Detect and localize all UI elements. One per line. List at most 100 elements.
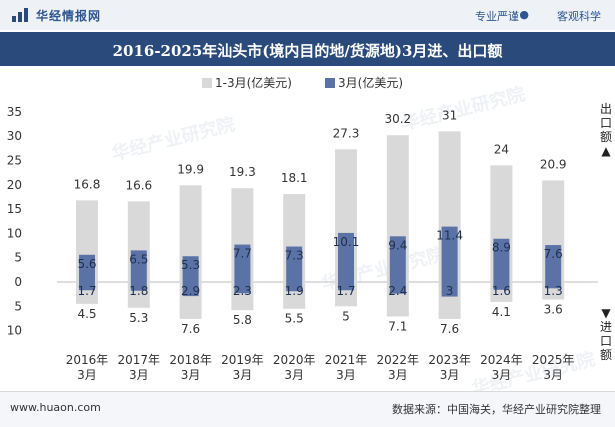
data-label-march-export: 6.5	[129, 252, 148, 266]
bar-march-import	[182, 282, 199, 297]
data-label-cumulative-export: 20.9	[540, 157, 567, 171]
data-label-cumulative-import: 7.6	[440, 322, 459, 336]
x-tick-label: 2021年 3月	[325, 353, 368, 382]
slogan-separator-dot: ●	[519, 8, 529, 21]
data-label-cumulative-export: 19.9	[177, 162, 204, 176]
import-side-label: ▼ 进口额	[599, 306, 613, 362]
data-label-cumulative-export: 30.2	[384, 112, 411, 126]
up-triangle-icon: ▲	[601, 144, 611, 158]
data-label-cumulative-export: 24	[494, 142, 509, 156]
data-label-march-import: 2.9	[181, 284, 200, 298]
footer-source: 数据来源：中国海关，华经产业研究院整理	[392, 403, 601, 416]
y-tick-label: 25	[7, 154, 22, 168]
x-tick-label: 2019年 3月	[221, 353, 264, 382]
footer-divider	[0, 391, 615, 392]
data-label-cumulative-import: 7.6	[181, 322, 200, 336]
legend-swatch-cumulative	[202, 77, 212, 88]
bar-march-import	[493, 282, 510, 290]
data-label-march-export: 5.6	[77, 257, 96, 271]
data-label-cumulative-export: 19.3	[229, 165, 256, 179]
bar-march-export	[338, 232, 354, 282]
x-tick-label: 2025年 3月	[532, 353, 575, 382]
import-side-text: 进口额	[599, 320, 612, 362]
data-label-cumulative-export: 18.1	[281, 171, 308, 185]
y-tick-label: 0	[14, 275, 22, 289]
data-label-cumulative-import: 4.5	[77, 307, 96, 321]
data-label-march-export: 7.6	[544, 247, 563, 261]
x-tick-label: 2016年 3月	[66, 353, 109, 382]
bar-march-export	[441, 226, 458, 282]
data-label-march-export: 10.1	[333, 235, 360, 249]
bar-march-import	[79, 282, 95, 291]
chart-legend: 1-3月(亿美元) 3月(亿美元)	[0, 74, 615, 92]
bar-march-export	[130, 250, 147, 282]
footer-website: www.huaon.com	[10, 401, 101, 414]
export-side-text: 出口额	[599, 102, 612, 144]
data-label-march-export: 9.4	[388, 238, 407, 252]
export-side-label: 出口额 ▲	[599, 102, 613, 158]
x-tick-label: 2024年 3月	[480, 353, 523, 382]
x-tick-label: 2018年 3月	[169, 353, 212, 382]
data-label-march-import: 1.3	[544, 284, 563, 298]
legend-item-march: 3月(亿美元)	[325, 74, 403, 91]
data-label-march-import: 1.6	[492, 284, 511, 298]
y-tick-label: 10	[7, 226, 22, 240]
bar-march-import	[545, 282, 562, 289]
data-label-march-import: 1.7	[336, 284, 355, 298]
data-label-cumulative-import: 5.8	[233, 313, 252, 327]
y-tick-label: 5	[14, 251, 22, 265]
x-tick-label: 2022年 3月	[377, 353, 420, 382]
data-label-cumulative-export: 16.6	[125, 178, 152, 192]
data-label-cumulative-export: 16.8	[74, 177, 101, 191]
bar-march-import	[130, 282, 147, 291]
bar-march-import	[441, 282, 458, 297]
y-tick-label: 35	[7, 105, 22, 119]
x-tick-label: 2017年 3月	[118, 353, 161, 382]
data-label-march-import: 1.9	[285, 284, 304, 298]
slogan-professional: 专业严谨	[475, 10, 519, 23]
y-tick-label: 20	[7, 178, 22, 192]
bar-march-export	[545, 245, 562, 282]
x-tick-label: 2023年 3月	[428, 353, 471, 382]
data-label-cumulative-import: 5	[342, 309, 350, 323]
bar-march-import	[286, 282, 303, 292]
data-label-march-export: 8.9	[492, 241, 511, 255]
title-bar: 2016-2025年汕头市(境内目的地/货源地)3月进、出口额	[0, 32, 615, 66]
data-label-march-import: 1.8	[129, 284, 148, 298]
data-label-cumulative-import: 3.6	[544, 302, 563, 316]
y-tick-label: 15	[7, 202, 22, 216]
data-label-cumulative-export: 31	[442, 108, 457, 122]
data-label-march-export: 5.3	[181, 258, 200, 272]
data-label-march-import: 2.4	[388, 284, 407, 298]
data-label-march-export: 7.3	[285, 249, 304, 263]
data-label-cumulative-import: 5.3	[129, 311, 148, 325]
chart-title: 2016-2025年汕头市(境内目的地/货源地)3月进、出口额	[112, 42, 503, 60]
bar-march-import	[389, 282, 406, 294]
data-label-cumulative-import: 7.1	[388, 320, 407, 334]
site-name: 华经情报网	[36, 9, 102, 23]
bar-march-import	[338, 282, 354, 291]
data-label-march-import: 1.7	[77, 284, 96, 298]
bar-march-export	[286, 246, 303, 282]
legend-label-cumulative: 1-3月(亿美元)	[215, 76, 292, 90]
data-label-march-import: 3	[446, 284, 454, 298]
legend-label-march: 3月(亿美元)	[338, 76, 403, 90]
y-tick-label: 5	[14, 299, 22, 313]
bar-march-export	[493, 238, 510, 282]
data-label-march-import: 2.3	[233, 284, 252, 298]
bar-march-export	[234, 244, 251, 282]
legend-swatch-march	[325, 77, 335, 88]
top-bar: 华经情报网 专业严谨 ● 客观科学	[0, 0, 615, 30]
bar-march-import	[234, 282, 251, 294]
data-label-march-export: 11.4	[436, 229, 463, 243]
down-triangle-icon: ▼	[601, 306, 611, 320]
bar-march-export	[182, 256, 199, 282]
footer	[0, 392, 615, 427]
slogan-objective: 客观科学	[557, 10, 601, 23]
legend-item-cumulative: 1-3月(亿美元)	[202, 74, 292, 91]
x-tick-label: 2020年 3月	[273, 353, 316, 382]
bar-march-export	[79, 254, 95, 282]
logo-icon	[12, 8, 28, 22]
data-label-cumulative-import: 4.1	[492, 305, 511, 319]
